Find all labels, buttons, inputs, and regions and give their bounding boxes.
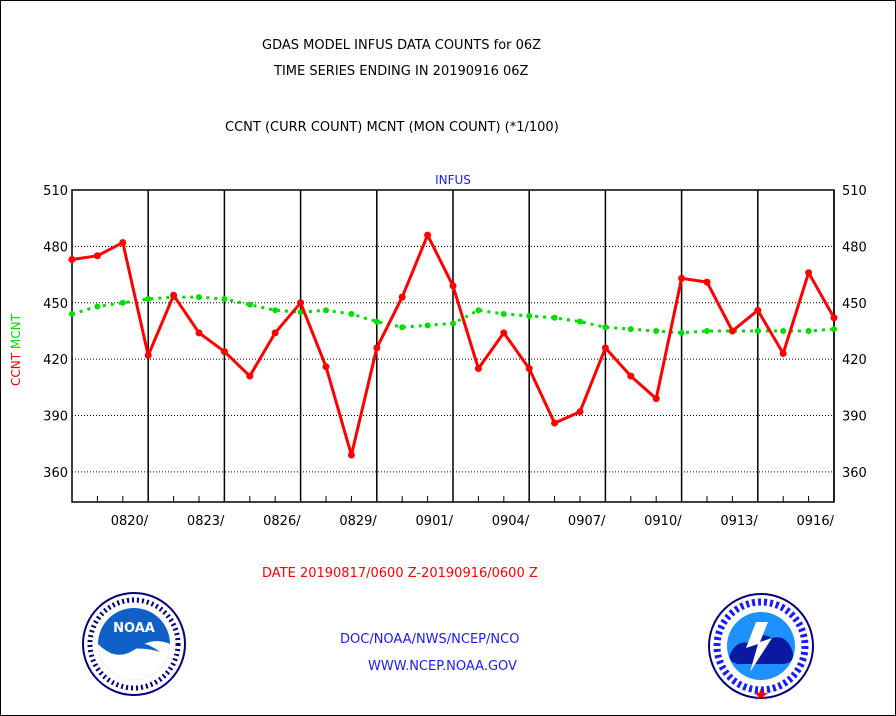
nws-logo — [708, 593, 814, 700]
data-point-ccnt — [322, 363, 330, 371]
time-series-chart: 510 510 480 480 450 450 420 420 390 390 360 360 0820… — [9, 173, 867, 529]
data-point-ccnt — [424, 231, 432, 239]
data-point-mcnt — [221, 296, 228, 303]
date-range-label: DATE 20190817/0600 Z-20190916/0600 Z — [262, 566, 538, 581]
x-tick-label: 0916/ — [797, 514, 835, 529]
data-point-ccnt — [754, 306, 762, 314]
data-point-mcnt — [754, 327, 761, 334]
data-point-ccnt — [830, 314, 838, 322]
data-point-ccnt — [220, 348, 228, 356]
y-axis-label: CCNT MCNT — [9, 313, 23, 386]
data-point-mcnt — [145, 296, 152, 303]
data-point-ccnt — [144, 351, 152, 359]
data-point-ccnt — [652, 395, 660, 403]
noaa-logo-text: NOAA — [113, 621, 155, 636]
chart-title-line2: TIME SERIES ENDING IN 20190916 06Z — [274, 64, 529, 79]
data-point-ccnt — [246, 372, 254, 380]
y-label-ccnt: CCNT — [9, 349, 23, 386]
data-point-mcnt — [805, 327, 812, 334]
data-point-mcnt — [577, 318, 583, 325]
y-tick-label-left: 360 — [43, 466, 68, 481]
data-point-ccnt — [93, 252, 101, 260]
chart-subtitle: CCNT (CURR COUNT) MCNT (MON COUNT) (*1/1… — [225, 120, 559, 135]
data-point-ccnt — [576, 408, 584, 416]
y-tick-label-right: 510 — [842, 184, 867, 199]
data-point-mcnt — [551, 314, 558, 321]
y-label-mcnt: MCNT — [9, 313, 23, 349]
y-tick-label-right: 450 — [842, 297, 867, 312]
data-point-mcnt — [348, 311, 355, 318]
data-point-ccnt — [119, 239, 127, 247]
website-link[interactable]: WWW.NCEP.NOAA.GOV — [368, 659, 517, 674]
plot-title: INFUS — [435, 173, 471, 187]
data-point-mcnt — [678, 329, 685, 336]
x-tick-label: 0820/ — [111, 514, 149, 529]
data-point-ccnt — [703, 278, 711, 286]
x-tick-label: 0904/ — [492, 514, 530, 529]
data-point-mcnt — [196, 294, 202, 301]
y-tick-label-left: 510 — [43, 184, 68, 199]
x-tick-label: 0907/ — [568, 514, 606, 529]
data-point-ccnt — [297, 299, 305, 307]
x-tick-label: 0901/ — [416, 514, 454, 529]
data-point-mcnt — [323, 307, 329, 314]
chart-title-line1: GDAS MODEL INFUS DATA COUNTS for 06Z — [262, 38, 542, 53]
x-tick-label: 0826/ — [263, 514, 301, 529]
data-point-ccnt — [68, 256, 76, 264]
data-point-mcnt — [119, 299, 126, 306]
data-point-ccnt — [601, 344, 609, 352]
org-label: DOC/NOAA/NWS/NCEP/NCO — [340, 632, 520, 647]
y-tick-label-left: 480 — [43, 240, 68, 255]
data-point-ccnt — [551, 419, 559, 427]
data-point-mcnt — [526, 312, 533, 319]
y-tick-label-right: 360 — [842, 466, 867, 481]
data-point-ccnt — [678, 274, 686, 282]
data-point-ccnt — [474, 365, 482, 373]
data-point-ccnt — [195, 329, 203, 337]
data-point-mcnt — [373, 318, 380, 325]
y-tick-label-left: 390 — [43, 410, 68, 425]
data-point-ccnt — [500, 329, 508, 337]
data-point-ccnt — [627, 372, 635, 380]
data-point-ccnt — [525, 365, 533, 373]
x-tick-label: 0913/ — [720, 514, 758, 529]
y-tick-label-left: 420 — [43, 353, 68, 368]
data-point-mcnt — [297, 309, 304, 316]
y-tick-label-right: 390 — [842, 410, 867, 425]
data-point-ccnt — [398, 293, 406, 301]
data-point-mcnt — [424, 322, 431, 329]
data-point-mcnt — [246, 301, 253, 308]
x-tick-label: 0823/ — [187, 514, 225, 529]
data-point-ccnt — [271, 329, 279, 337]
data-point-mcnt — [450, 320, 456, 327]
data-point-mcnt — [69, 311, 75, 318]
y-tick-label-right: 420 — [842, 353, 867, 368]
data-point-ccnt — [779, 350, 787, 358]
data-point-ccnt — [728, 327, 736, 335]
data-point-ccnt — [347, 451, 355, 459]
data-point-ccnt — [805, 269, 813, 277]
data-point-mcnt — [831, 326, 837, 333]
y-tick-label-right: 480 — [842, 240, 867, 255]
data-point-mcnt — [500, 311, 507, 318]
data-point-mcnt — [780, 327, 787, 334]
data-point-mcnt — [653, 327, 660, 334]
x-tick-label: 0829/ — [339, 514, 377, 529]
data-point-ccnt — [373, 344, 381, 352]
data-point-mcnt — [704, 327, 710, 334]
noaa-logo: NOAA — [82, 592, 186, 696]
y-tick-label-left: 450 — [43, 297, 68, 312]
data-point-ccnt — [449, 282, 457, 290]
data-point-mcnt — [272, 307, 279, 314]
data-point-mcnt — [94, 303, 101, 310]
data-point-mcnt — [602, 324, 609, 331]
data-point-mcnt — [627, 326, 634, 333]
data-point-ccnt — [170, 291, 178, 299]
data-point-mcnt — [399, 324, 406, 331]
x-tick-label: 0910/ — [644, 514, 682, 529]
data-point-mcnt — [475, 307, 482, 314]
